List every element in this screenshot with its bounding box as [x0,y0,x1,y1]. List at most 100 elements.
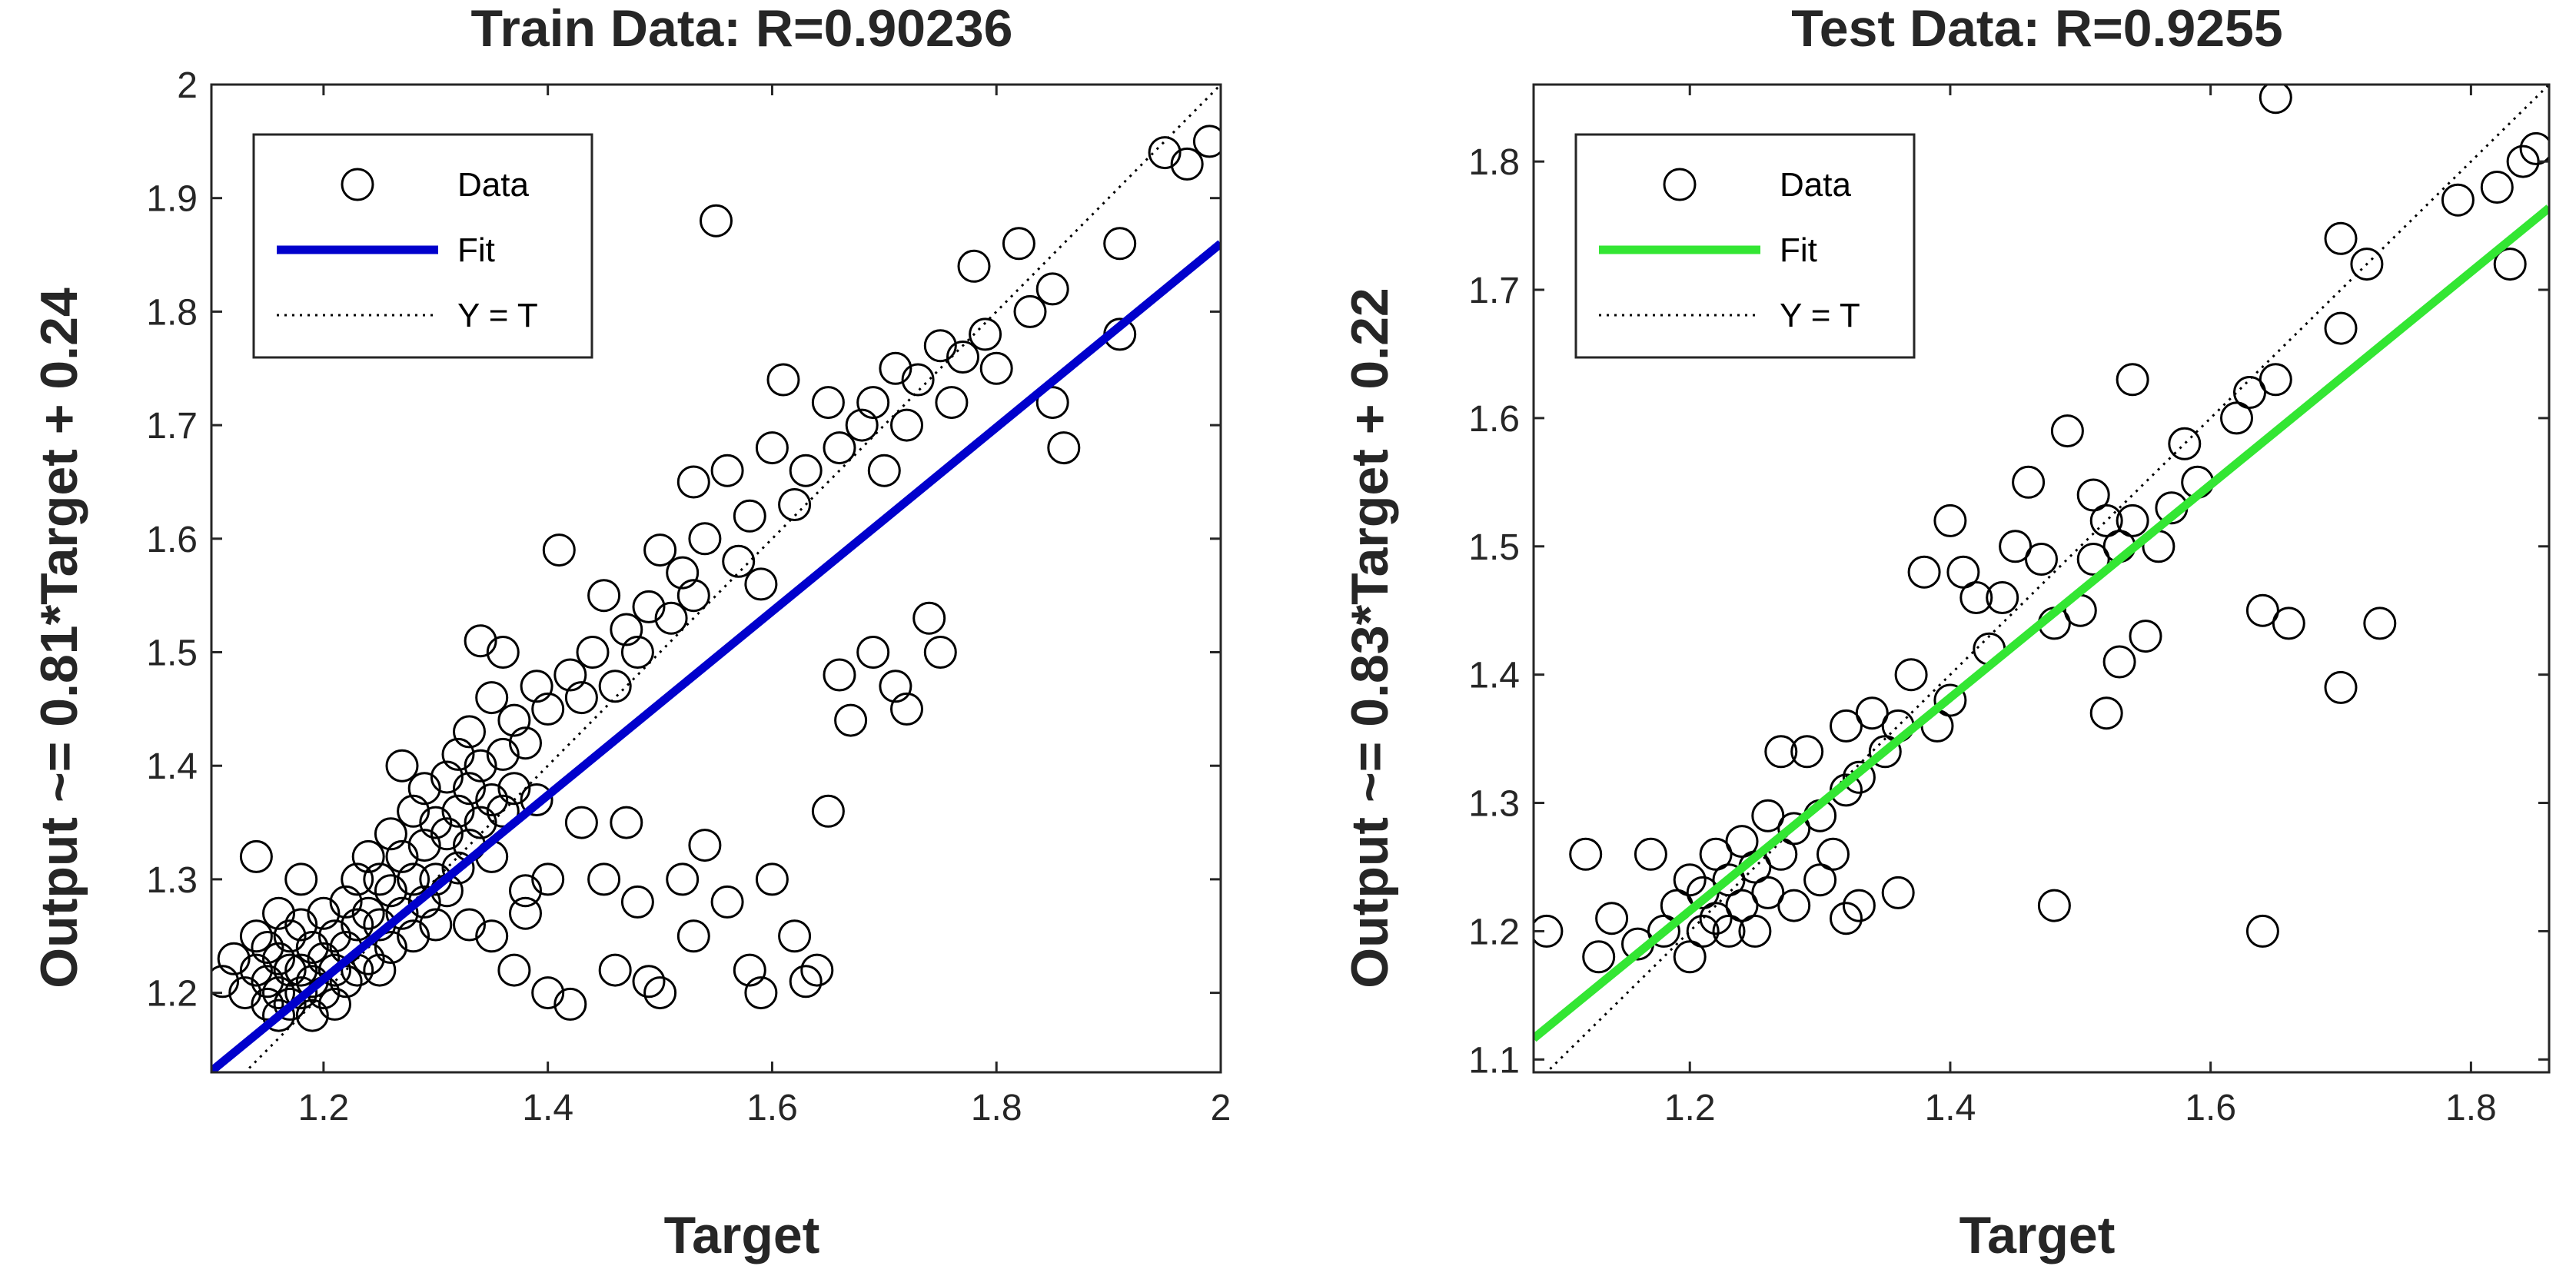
test-data-point [1933,683,1967,717]
test-data-point [1764,735,1798,769]
train-legend: Data Fit Y = T [252,133,593,359]
test-x-tick-label: 1.2 [1664,1088,1716,1128]
test-fit-line [1534,204,2549,1042]
train-chart-title: Train Data: R=0.90236 [471,0,1013,58]
test-x-tick-label: 1.4 [1925,1088,1976,1128]
train-data-point [901,363,935,397]
train-data-point [733,953,766,987]
test-data-point [2129,620,2162,653]
train-data-point [969,317,1002,351]
train-data-point [766,363,800,397]
test-data-point [2350,248,2384,281]
train-data-point [676,919,710,953]
train-data-point [587,579,621,613]
test-data-point [1673,863,1707,897]
train-lines [211,85,1221,1072]
test-data-point [2089,696,2123,730]
test-x-tick-label: 1.8 [2445,1088,2497,1128]
train-data-point [823,658,856,692]
test-legend-fit-label: Fit [1780,231,1817,269]
test-data-point [2025,543,2058,576]
train-data-point [497,772,531,806]
test-data-point [2259,85,2292,115]
test-data-point [1751,799,1785,832]
test-data-point [2245,914,2279,948]
test-data-point [1725,825,1759,859]
test-data-point [2089,503,2123,537]
test-data-point [1830,902,1863,935]
train-data-point [407,829,441,862]
train-y-tick-label: 1.6 [146,520,198,560]
test-legend-identity-label: Y = T [1780,297,1860,334]
train-data-point [262,942,295,975]
test-data-point [1534,914,1564,948]
test-data-point [2324,311,2358,345]
test-data-point [2363,606,2397,640]
train-data-point [341,862,374,896]
test-data-point [1673,940,1707,974]
train-data-point [1148,136,1182,170]
train-data-point [890,692,923,726]
train-data-point [374,931,407,964]
train-data-point [744,567,778,601]
train-data-point [318,919,351,953]
train-data-point [295,965,329,999]
train-data-point [284,908,318,942]
test-data-point [1712,863,1746,897]
train-data-point [295,999,329,1032]
train-data-point [441,851,475,885]
test-data-point [1569,837,1603,871]
test-data-point [1894,658,1928,692]
test-data-point [1699,837,1733,871]
train-data-point [397,862,430,896]
test-y-tick-label: 1.6 [1468,399,1520,440]
test-data-point [2012,465,2046,499]
train-data-point [564,806,598,839]
train-plot-frame [210,83,1222,1074]
test-data-point [2272,606,2305,640]
train-x-tick-label: 1.8 [971,1088,1022,1128]
test-data-point [1830,709,1863,743]
train-data-point [531,976,565,1010]
test-data-points [1534,85,2549,974]
train-data-point [329,885,363,919]
train-data-point [979,351,1013,385]
test-data-point [2519,131,2549,165]
test-data-point [2259,363,2292,397]
test-data-point [1868,735,1902,769]
train-data-point [856,636,890,669]
train-data-point [755,431,789,465]
test-legend: Data Fit Y = T [1574,133,1916,359]
test-data-point [2324,221,2358,255]
train-data-point [576,636,610,669]
train-data-point [307,896,341,930]
train-data-point [273,919,307,953]
test-x-axis-label: Target [1959,1206,2116,1264]
test-y-tick-label: 1.4 [1468,656,1520,696]
train-data-point [453,715,486,749]
train-data-point [722,544,756,578]
train-data-point [688,829,722,862]
train-y-tick-label: 1.3 [146,860,198,901]
train-data-point [1002,227,1035,261]
test-data-point [1647,914,1680,948]
train-data-point [1035,386,1069,420]
train-data-point [935,386,969,420]
train-data-point [620,636,654,669]
test-data-point [1582,940,1616,974]
test-data-point [1634,837,1667,871]
test-y-axis-label: Output ~= 0.83*Target + 0.22 [1341,287,1399,988]
train-data-point [239,953,273,987]
test-data-point [2233,376,2266,409]
train-data-point [262,896,295,930]
test-y-tick-label: 1.7 [1468,271,1520,311]
train-data-point [957,249,991,283]
train-data-point [284,862,318,896]
train-data-point [419,806,453,839]
train-data-point [823,431,856,465]
train-data-point [587,862,621,896]
test-data-point [1842,889,1876,922]
train-data-point [542,533,576,567]
test-data-point [1816,837,1850,871]
train-data-point [688,522,722,556]
